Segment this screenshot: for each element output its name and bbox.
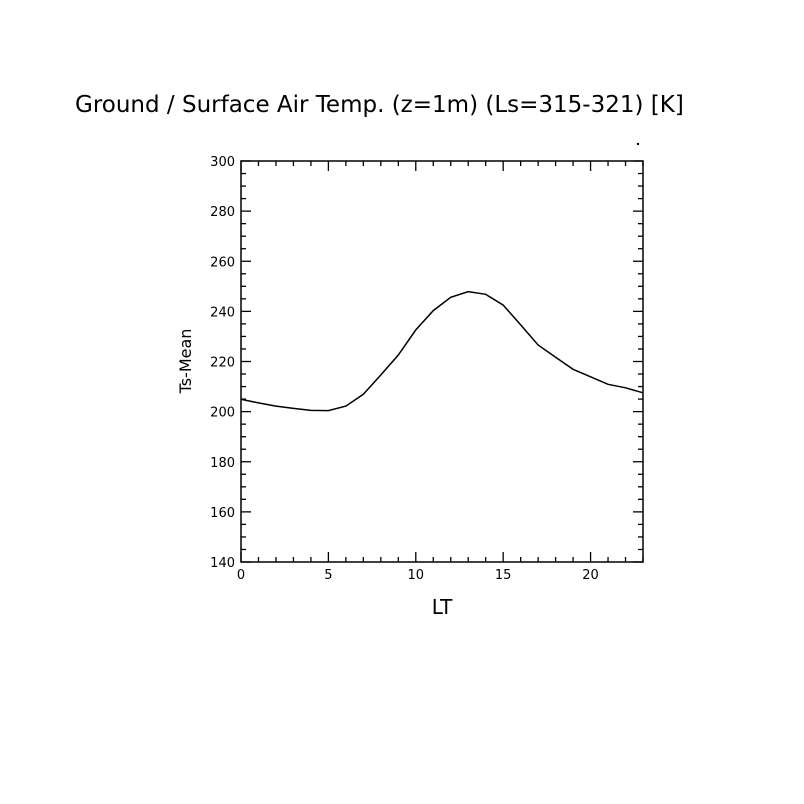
tick-labels: 0 5 10 15 20 140 160 180 200 220 240 260 280 300 xyxy=(210,155,599,583)
x-tick-label: 15 xyxy=(495,568,512,583)
series-line xyxy=(240,290,644,412)
y-tick-label: 180 xyxy=(210,456,235,471)
y-tick-label: 140 xyxy=(210,556,235,571)
y-tick-label: 280 xyxy=(210,205,235,220)
x-tick-label: 5 xyxy=(324,568,332,583)
chart-title: Ground / Surface Air Temp. (z=1m) (Ls=31… xyxy=(75,92,684,118)
x-tick-label: 0 xyxy=(237,568,245,583)
x-tick-label: 10 xyxy=(408,568,425,583)
axis-ticks xyxy=(240,160,644,563)
y-tick-label: 200 xyxy=(210,406,235,421)
y-tick-label: 240 xyxy=(210,305,235,320)
y-tick-label: 260 xyxy=(210,255,235,270)
y-axis-label: Ts-Mean xyxy=(176,329,195,395)
x-axis-label: LT xyxy=(432,595,453,619)
y-tick-label: 300 xyxy=(210,155,235,170)
plot-frame xyxy=(240,160,644,563)
y-tick-label: 160 xyxy=(210,506,235,521)
y-tick-label: 220 xyxy=(210,356,235,371)
x-tick-label: 20 xyxy=(582,568,599,583)
stray-dot xyxy=(636,142,640,146)
